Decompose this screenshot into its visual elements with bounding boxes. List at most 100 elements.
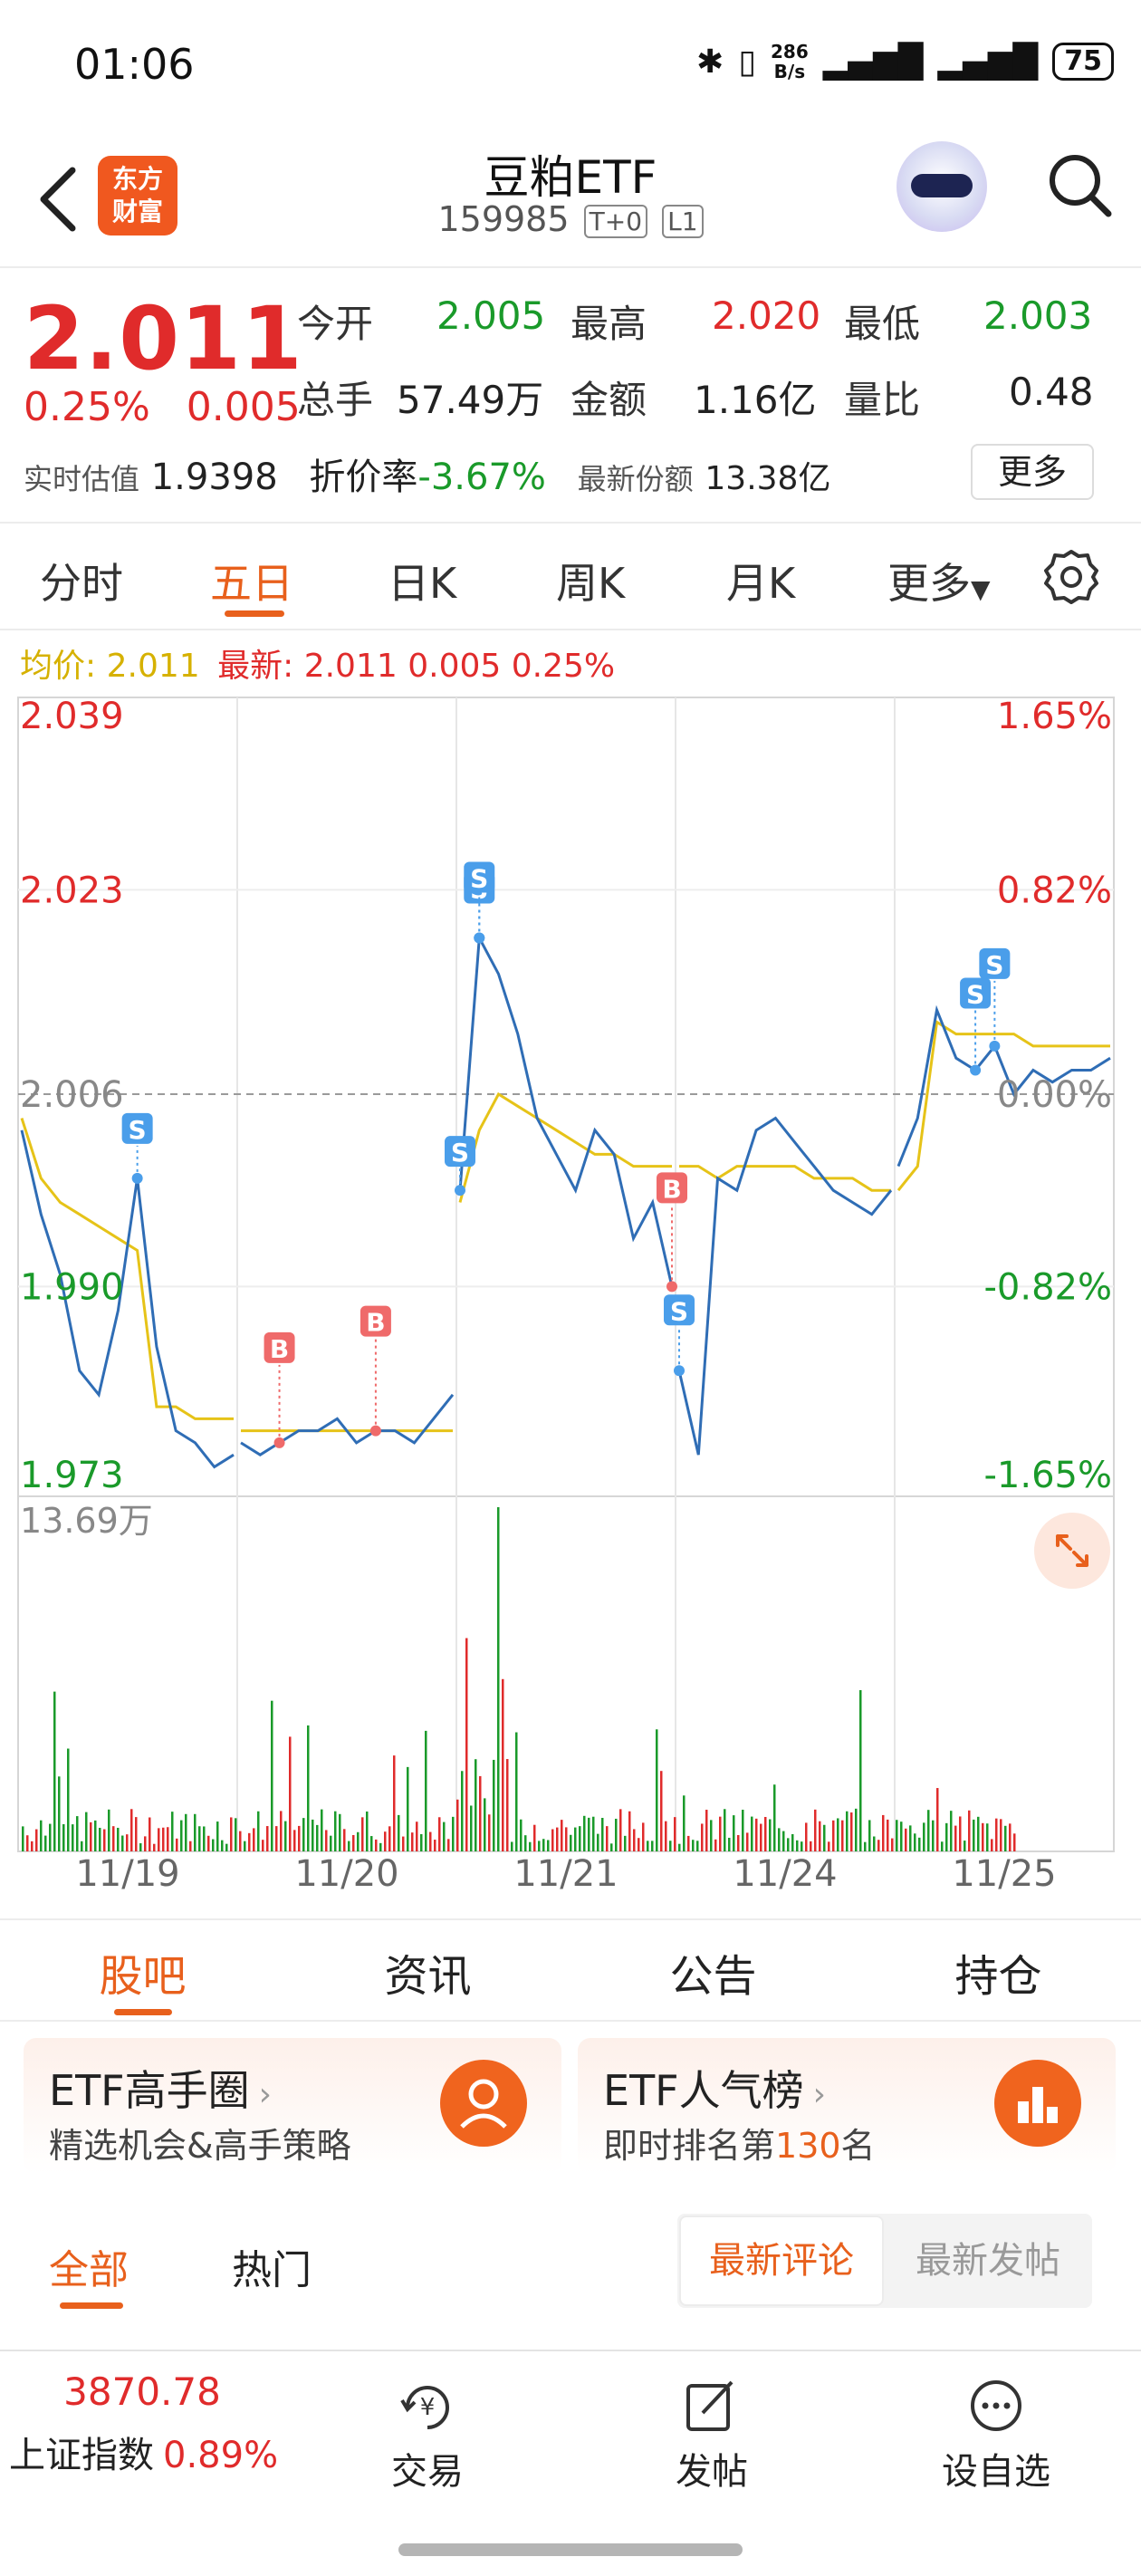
volume-bar — [991, 1839, 993, 1851]
marker-dot — [674, 1365, 685, 1377]
settings-icon[interactable] — [1043, 549, 1099, 605]
etf-expert-circle-card[interactable]: ETF高手圈 › 精选机会&高手策略 — [24, 2038, 561, 2174]
price-line — [677, 1116, 893, 1456]
volume-bar — [176, 1838, 178, 1851]
tab-forum[interactable]: 股吧 — [99, 1951, 187, 2002]
tab-intraday[interactable]: 分时 — [40, 559, 123, 608]
volume-bar — [511, 1841, 513, 1851]
etf-popularity-card[interactable]: ETF人气榜 › 即时排名第130名 — [578, 2038, 1116, 2174]
volume-bar — [502, 1678, 504, 1851]
volume-bar — [1013, 1833, 1016, 1851]
sort-latest-comment[interactable]: 最新评论 — [679, 2216, 884, 2306]
sort-latest-post[interactable]: 最新发帖 — [916, 2240, 1060, 2282]
volume-bar — [470, 1805, 473, 1851]
volume-bar — [724, 1809, 726, 1851]
volume-value: 57.49万 — [397, 378, 544, 422]
trade-icon: ¥ — [400, 2386, 449, 2429]
legend-avg-label: 均价: — [20, 648, 97, 685]
volume-bar — [936, 1788, 939, 1851]
volume-bar — [330, 1835, 332, 1851]
watchlist-icon — [971, 2380, 1021, 2431]
tab-more-periods[interactable]: 更多▼ — [887, 551, 991, 610]
y-tick-right: 0.00% — [997, 1074, 1112, 1116]
chart-frame — [17, 697, 1115, 1852]
tab-weekly[interactable]: 周K — [556, 559, 626, 608]
expert-circle-icon — [440, 2060, 527, 2147]
volume-bar — [198, 1826, 201, 1851]
volume-bar — [103, 1829, 106, 1851]
expand-icon-bg[interactable] — [1034, 1513, 1110, 1589]
volume-bar — [710, 1820, 713, 1851]
marker-label: B — [662, 1174, 681, 1204]
volume-bar — [905, 1828, 907, 1851]
marker-dot — [970, 1064, 982, 1076]
back-icon[interactable] — [33, 163, 83, 235]
tab-daily[interactable]: 日K — [388, 559, 457, 608]
watchlist-label: 设自选 — [942, 2451, 1050, 2493]
volume-bar — [660, 1771, 663, 1851]
period-tabs: 分时 五日 日K 周K 月K 更多▼ — [0, 525, 1141, 630]
post-label: 发帖 — [676, 2451, 748, 2493]
volume-bar — [583, 1815, 586, 1851]
volume-bar — [628, 1811, 631, 1851]
marker-label: S — [985, 950, 1003, 980]
volume-bar — [597, 1833, 599, 1851]
volume-bar — [388, 1826, 391, 1851]
marker-label: B — [270, 1334, 289, 1364]
volume-bar — [99, 1827, 101, 1851]
volume-bar — [253, 1828, 255, 1851]
volume-bar — [379, 1842, 382, 1851]
expand-icon[interactable] — [1034, 1513, 1110, 1589]
home-indicator — [398, 2543, 743, 2556]
volume-bar — [683, 1795, 686, 1851]
avg-price-line — [458, 1091, 672, 1203]
promo-title-2: ETF人气榜 › — [603, 2066, 827, 2115]
volume-bar — [312, 1819, 314, 1851]
tab-monthly[interactable]: 月K — [726, 559, 796, 608]
change-amount: 0.005 — [186, 384, 301, 430]
volume-bar — [416, 1821, 418, 1851]
volume-bar — [787, 1838, 790, 1851]
volume-bar — [959, 1816, 962, 1851]
tab-five-day[interactable]: 五日 — [210, 559, 293, 608]
assistant-avatar[interactable] — [896, 141, 987, 232]
volume-bar — [452, 1816, 455, 1851]
volume-bar — [982, 1822, 984, 1851]
post-button[interactable]: 发帖 — [621, 2373, 802, 2494]
volume-bar — [733, 1815, 735, 1851]
search-icon[interactable] — [1045, 150, 1114, 219]
tab-announcements[interactable]: 公告 — [669, 1951, 757, 2002]
filter-hot[interactable]: 热门 — [232, 2247, 312, 2293]
volume-bar — [954, 1825, 957, 1851]
filter-all[interactable]: 全部 — [49, 2247, 129, 2293]
expand-arrows[interactable] — [1056, 1534, 1088, 1567]
volume-bar — [357, 1831, 360, 1851]
volume-bar — [805, 1822, 808, 1851]
five-day-chart[interactable]: SBBSSSBSSS 2.0391.65%2.0230.82%2.0060.00… — [0, 688, 1141, 1893]
volume-bar — [366, 1811, 369, 1851]
volume-bar — [945, 1822, 948, 1851]
volume-bar — [76, 1816, 79, 1851]
x-tick-label: 11/25 — [952, 1853, 1056, 1893]
volume-bar — [85, 1812, 88, 1851]
ranking-icon — [994, 2060, 1081, 2147]
volume-bar — [420, 1833, 423, 1851]
price-line — [896, 1004, 1111, 1168]
more-button[interactable]: 更多 — [971, 444, 1094, 500]
legend-latest-label: 最新: — [217, 648, 294, 685]
volume-bar — [112, 1826, 115, 1851]
post-icon — [686, 2380, 734, 2431]
volume-bar — [302, 1818, 305, 1851]
marker-label: S — [966, 979, 984, 1009]
tab-holdings[interactable]: 持仓 — [954, 1951, 1042, 2002]
amount-label: 金额 — [570, 378, 647, 422]
tab-news[interactable]: 资讯 — [384, 1951, 472, 2002]
add-watchlist-button[interactable]: 设自选 — [906, 2373, 1087, 2494]
volume-bar — [714, 1839, 717, 1851]
volume-bar — [887, 1819, 889, 1851]
volume-bar — [850, 1812, 853, 1851]
volume-bar — [950, 1811, 953, 1851]
buy-marker — [360, 1305, 391, 1337]
volume-bar — [271, 1700, 273, 1851]
trade-button[interactable]: ¥ 交易 — [337, 2373, 518, 2494]
